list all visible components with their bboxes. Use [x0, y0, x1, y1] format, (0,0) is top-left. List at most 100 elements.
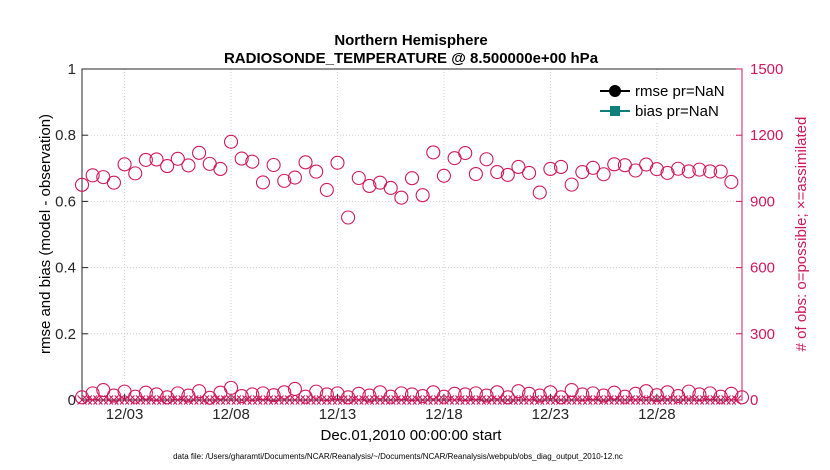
- data-point-possible: [404, 171, 420, 186]
- data-point-possible: [479, 152, 494, 167]
- data-point-possible: [330, 155, 345, 170]
- right-tick-label: 900: [750, 193, 775, 210]
- data-point-possible: [511, 159, 526, 175]
- data-point-possible: [596, 388, 611, 403]
- data-point-possible: [394, 386, 409, 401]
- left-tick-label: 0: [68, 392, 76, 409]
- x-tick-label: 12/03: [106, 406, 144, 423]
- right-tick-label: 0: [750, 392, 758, 409]
- data-point-possible: [170, 151, 185, 166]
- x-tick-label: 12/23: [532, 406, 570, 423]
- data-point-possible: [138, 385, 153, 400]
- data-point-possible: [319, 182, 334, 197]
- data-point-possible: [500, 167, 515, 182]
- data-point-possible: [692, 387, 707, 402]
- data-point-possible: [255, 175, 271, 190]
- data-point-possible: [85, 386, 100, 401]
- data-point-possible: [415, 388, 430, 404]
- legend-rmse-marker: [609, 85, 621, 97]
- y-axis-label-left: rmse and bias (model - observation): [37, 114, 54, 354]
- data-point-possible: [585, 160, 601, 175]
- data-point-possible: [468, 166, 483, 182]
- data-point-possible: [660, 385, 675, 400]
- data-point-possible: [436, 168, 451, 183]
- data-point-possible: [117, 157, 132, 172]
- data-point-possible: [649, 388, 664, 403]
- data-point-possible: [692, 162, 707, 177]
- data-point-possible: [74, 177, 90, 192]
- data-point-possible: [447, 151, 462, 166]
- data-point-possible: [628, 386, 643, 401]
- data-point-possible: [106, 388, 121, 403]
- data-point-possible: [617, 389, 632, 404]
- data-point-possible: [341, 210, 356, 225]
- data-point-possible: [106, 175, 121, 190]
- right-tick-label: 1200: [750, 127, 783, 144]
- data-point-possible: [553, 159, 569, 175]
- data-point-possible: [607, 385, 622, 400]
- data-point-possible: [255, 386, 271, 401]
- data-point-possible: [362, 388, 377, 403]
- data-point-possible: [713, 164, 728, 179]
- data-point-possible: [479, 388, 494, 403]
- data-point-possible: [170, 386, 185, 401]
- chart-title: Northern Hemisphere: [334, 32, 487, 49]
- data-point-possible: [703, 386, 718, 401]
- data-point-possible: [415, 188, 430, 203]
- legend-rmse-label: rmse pr=NaN: [635, 83, 725, 100]
- data-point-possible: [309, 164, 324, 179]
- data-point-possible: [223, 380, 239, 395]
- x-tick-label: 12/28: [638, 406, 676, 423]
- data-point-possible: [734, 390, 750, 405]
- data-point-possible: [128, 389, 143, 404]
- data-point-possible: [223, 134, 239, 149]
- left-tick-label: 0.4: [55, 260, 76, 277]
- data-point-possible: [266, 388, 281, 403]
- data-point-possible: [681, 384, 696, 399]
- data-point-possible: [639, 157, 654, 172]
- data-point-possible: [543, 161, 558, 177]
- x-axis: 12/03 12/08 12/13 12/18 12/23 12/28: [106, 394, 676, 423]
- data-point-possible: [468, 386, 483, 401]
- data-point-possible: [436, 389, 451, 404]
- right-tick-label: 300: [750, 326, 775, 343]
- data-point-possible: [681, 164, 696, 179]
- data-point-possible: [383, 389, 398, 404]
- data-point-possible: [724, 174, 739, 190]
- data-point-possible: [287, 170, 302, 185]
- data-point-possible: [596, 167, 611, 182]
- data-point-possible: [160, 159, 175, 174]
- legend-bias-marker: [610, 106, 620, 116]
- data-point-possible: [149, 387, 164, 402]
- legend-bias-label: bias pr=NaN: [635, 103, 719, 120]
- data-point-possible: [607, 157, 622, 172]
- data-point-possible: [639, 384, 654, 399]
- data-point-possible: [447, 386, 462, 401]
- data-point-possible: [245, 387, 260, 402]
- data-point-possible: [724, 386, 739, 401]
- data-point-possible: [426, 145, 441, 160]
- data-point-possible: [383, 180, 398, 195]
- data-point-possible: [160, 390, 175, 405]
- data-point-possible: [660, 165, 675, 180]
- data-point-possible: [298, 155, 313, 170]
- data-point-possible: [128, 166, 143, 181]
- data-point-possible: [192, 384, 207, 399]
- data-point-possible: [585, 386, 601, 401]
- left-tick-label: 0.2: [55, 326, 76, 343]
- data-point-possible: [138, 152, 153, 167]
- data-point-possible: [532, 185, 547, 200]
- data-point-possible: [309, 384, 324, 399]
- left-tick-label: 0.6: [55, 193, 76, 210]
- data-point-possible: [192, 145, 207, 160]
- data-point-possible: [575, 387, 590, 402]
- data-point-possible: [362, 178, 377, 194]
- data-file-footnote: data file: /Users/gharamti/Documents/NCA…: [173, 452, 623, 461]
- data-point-possible: [245, 154, 260, 169]
- data-point-possible: [266, 157, 281, 173]
- left-tick-label: 1: [68, 61, 76, 78]
- left-tick-label: 0.8: [55, 127, 76, 144]
- data-point-possible: [522, 165, 537, 180]
- data-point-possible: [330, 386, 345, 401]
